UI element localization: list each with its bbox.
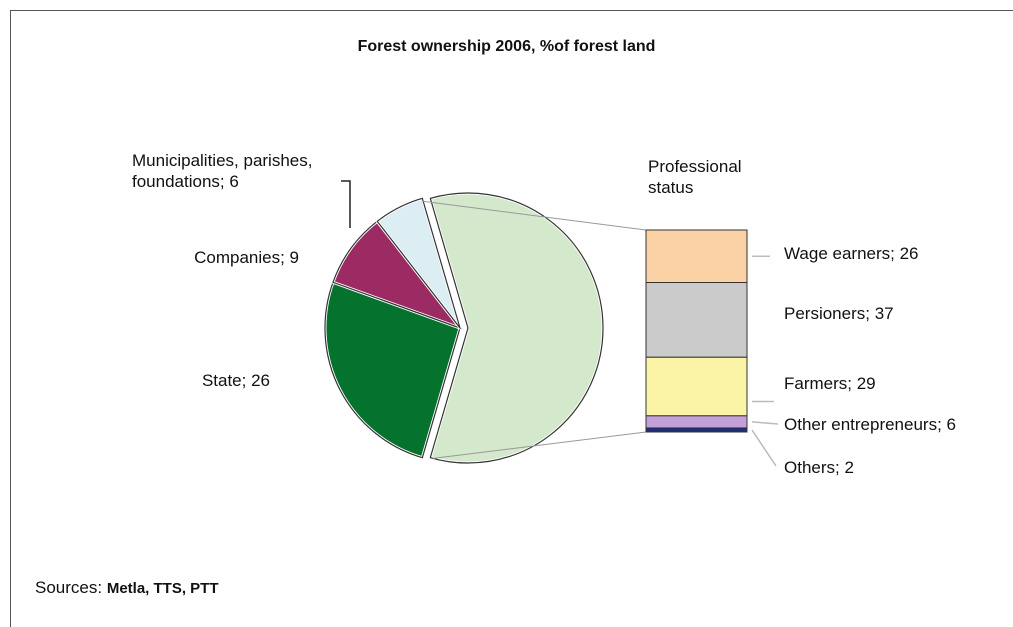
leader-others [752,430,776,466]
sources-prefix: Sources: [35,578,102,597]
bar-segment-persioners [646,283,747,358]
slice-label-municipalities-line1: Municipalities, parishes, [132,150,312,171]
bar-segment-others [646,428,747,432]
slice-label-companies: Companies; 9 [194,247,299,268]
leader-municipalities [341,181,350,228]
breakdown-title: Professional status [648,156,742,198]
bar-segment-wage-earners [646,230,747,283]
slice-label-municipalities: Municipalities, parishes, foundations; 6 [132,150,312,192]
breakdown-title-line1: Professional [648,156,742,177]
professional-status-bar [646,230,747,432]
bar-label-persioners: Persioners; 37 [784,303,894,324]
slice-label-municipalities-line2: foundations; 6 [132,171,312,192]
leader-other-entrepreneurs [752,422,778,424]
slice-label-state: State; 26 [202,370,270,391]
bar-label-others: Others; 2 [784,457,854,478]
bar-segment-farmers [646,357,747,416]
sources-names: Metla, TTS, PTT [107,580,219,597]
bar-label-wage-earners: Wage earners; 26 [784,243,919,264]
breakdown-title-line2: status [648,177,742,198]
bar-segment-other-entrepreneurs [646,416,747,428]
bar-label-farmers: Farmers; 29 [784,373,876,394]
sources-note: Sources: Metla, TTS, PTT [35,578,219,598]
bar-label-other-entrepreneurs: Other entrepreneurs; 6 [784,414,956,435]
pie-chart [325,193,603,463]
chart-title: Forest ownership 2006, %of forest land [0,38,1013,56]
